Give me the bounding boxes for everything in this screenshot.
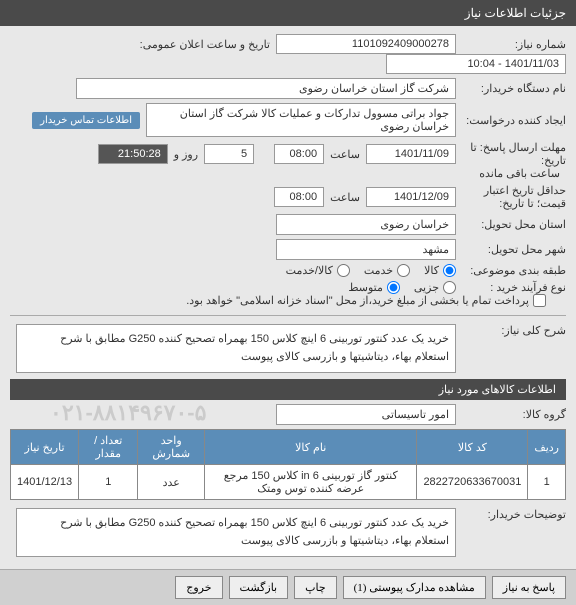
process-opt-minor-label: جزیی xyxy=(414,281,439,294)
buyer-org-label: نام دستگاه خریدار: xyxy=(456,82,566,95)
process-radio-group: جزیی متوسط xyxy=(348,281,456,294)
general-desc-text: خرید یک عدد کنتور توربینی 6 اینچ کلاس 15… xyxy=(16,324,456,373)
attachments-button[interactable]: مشاهده مدارک پیوستی (1) xyxy=(343,576,486,599)
category-opt-both[interactable]: کالا/خدمت xyxy=(286,264,350,277)
footer-toolbar: پاسخ به نیاز مشاهده مدارک پیوستی (1) چاپ… xyxy=(0,569,576,605)
process-opt-medium-label: متوسط xyxy=(348,281,383,294)
window-title: جزئیات اطلاعات نیاز xyxy=(465,6,566,20)
deadline-date2: 1401/12/09 xyxy=(366,187,456,207)
announce-label: تاریخ و ساعت اعلان عمومی: xyxy=(140,38,270,51)
price-validity-label: حداقل تاریخ اعتبار قیمت؛ تا تاریخ: xyxy=(456,184,566,210)
category-opt-service[interactable]: خدمت xyxy=(364,264,410,277)
col-name: نام کالا xyxy=(205,430,417,465)
buyer-org-value: شرکت گاز استان خراسان رضوی xyxy=(76,78,456,99)
cell-unit: عدد xyxy=(138,465,205,500)
city-value: مشهد xyxy=(276,239,456,260)
city-label: شهر محل تحویل: xyxy=(456,243,566,256)
cell-code: 2822720633670031 xyxy=(417,465,528,500)
time-remaining: 21:50:28 xyxy=(98,144,168,164)
cell-qty: 1 xyxy=(79,465,138,500)
contact-info-tag[interactable]: اطلاعات تماس خریدار xyxy=(32,112,140,129)
cell-name: کنتور گاز توربینی 6 in کلاس 150 مرجع عرض… xyxy=(205,465,417,500)
print-button[interactable]: چاپ xyxy=(294,576,337,599)
watermark: ۰۲۱-۸۸۱۴۹۶۷۰-۵ xyxy=(50,400,206,426)
remain-label: ساعت باقی مانده xyxy=(479,167,560,180)
time1-label: ساعت xyxy=(330,148,360,161)
category-opt-goods[interactable]: کالا xyxy=(424,264,456,277)
general-desc-label: شرح کلی نیاز: xyxy=(456,324,566,337)
process-label: نوع فرآیند خرید : xyxy=(456,281,566,294)
announce-value: 1401/11/03 - 10:04 xyxy=(386,54,566,74)
goods-group-value: امور تاسیساتی xyxy=(276,404,456,425)
process-opt-medium[interactable]: متوسط xyxy=(348,281,400,294)
exit-button[interactable]: خروج xyxy=(175,576,222,599)
buyer-notes-text: خرید یک عدد کنتور توربینی 6 اینچ کلاس 15… xyxy=(16,508,456,557)
goods-table: ردیف کد کالا نام کالا واحد شمارش تعداد /… xyxy=(10,429,566,500)
category-opt-goods-label: کالا xyxy=(424,264,439,277)
payment-checkbox[interactable]: پرداخت تمام یا بخشی از مبلغ خرید،از محل … xyxy=(186,294,546,307)
main-content: شماره نیاز: 1101092409000278 تاریخ و ساع… xyxy=(0,26,576,569)
category-opt-both-label: کالا/خدمت xyxy=(286,264,333,277)
requester-value: جواد براتی مسوول تدارکات و عملیات کالا ش… xyxy=(146,103,456,137)
col-date: تاریخ نیاز xyxy=(11,430,79,465)
requester-label: ایجاد کننده درخواست: xyxy=(456,114,566,127)
process-opt-minor[interactable]: جزیی xyxy=(414,281,456,294)
category-label: طبقه بندی موضوعی: xyxy=(456,264,566,277)
deadline-date1: 1401/11/09 xyxy=(366,144,456,164)
table-row: 1 2822720633670031 کنتور گاز توربینی 6 i… xyxy=(11,465,566,500)
time2-label: ساعت xyxy=(330,191,360,204)
col-code: کد کالا xyxy=(417,430,528,465)
province-value: خراسان رضوی xyxy=(276,214,456,235)
table-header-row: ردیف کد کالا نام کالا واحد شمارش تعداد /… xyxy=(11,430,566,465)
window-header: جزئیات اطلاعات نیاز xyxy=(0,0,576,26)
days-label: روز و xyxy=(174,148,198,161)
col-qty: تعداد / مقدار xyxy=(79,430,138,465)
days-remaining: 5 xyxy=(204,144,254,164)
goods-group-label: گروه کالا: xyxy=(456,408,566,421)
back-button[interactable]: بازگشت xyxy=(229,576,289,599)
goods-section-title: اطلاعات کالاهای مورد نیاز xyxy=(10,379,566,400)
payment-note-label: پرداخت تمام یا بخشی از مبلغ خرید،از محل … xyxy=(186,294,529,307)
cell-row: 1 xyxy=(528,465,566,500)
category-opt-service-label: خدمت xyxy=(364,264,393,277)
deadline-time1: 08:00 xyxy=(274,144,324,164)
respond-button[interactable]: پاسخ به نیاز xyxy=(492,576,566,599)
category-radio-group: کالا خدمت کالا/خدمت xyxy=(286,264,456,277)
need-number-label: شماره نیاز: xyxy=(456,38,566,51)
province-label: استان محل تحویل: xyxy=(456,218,566,231)
need-number-value: 1101092409000278 xyxy=(276,34,456,54)
buyer-notes-label: توضیحات خریدار: xyxy=(456,508,566,521)
cell-date: 1401/12/13 xyxy=(11,465,79,500)
deadline-label: مهلت ارسال پاسخ: تا تاریخ: xyxy=(456,141,566,167)
col-unit: واحد شمارش xyxy=(138,430,205,465)
deadline-time2: 08:00 xyxy=(274,187,324,207)
col-row: ردیف xyxy=(528,430,566,465)
